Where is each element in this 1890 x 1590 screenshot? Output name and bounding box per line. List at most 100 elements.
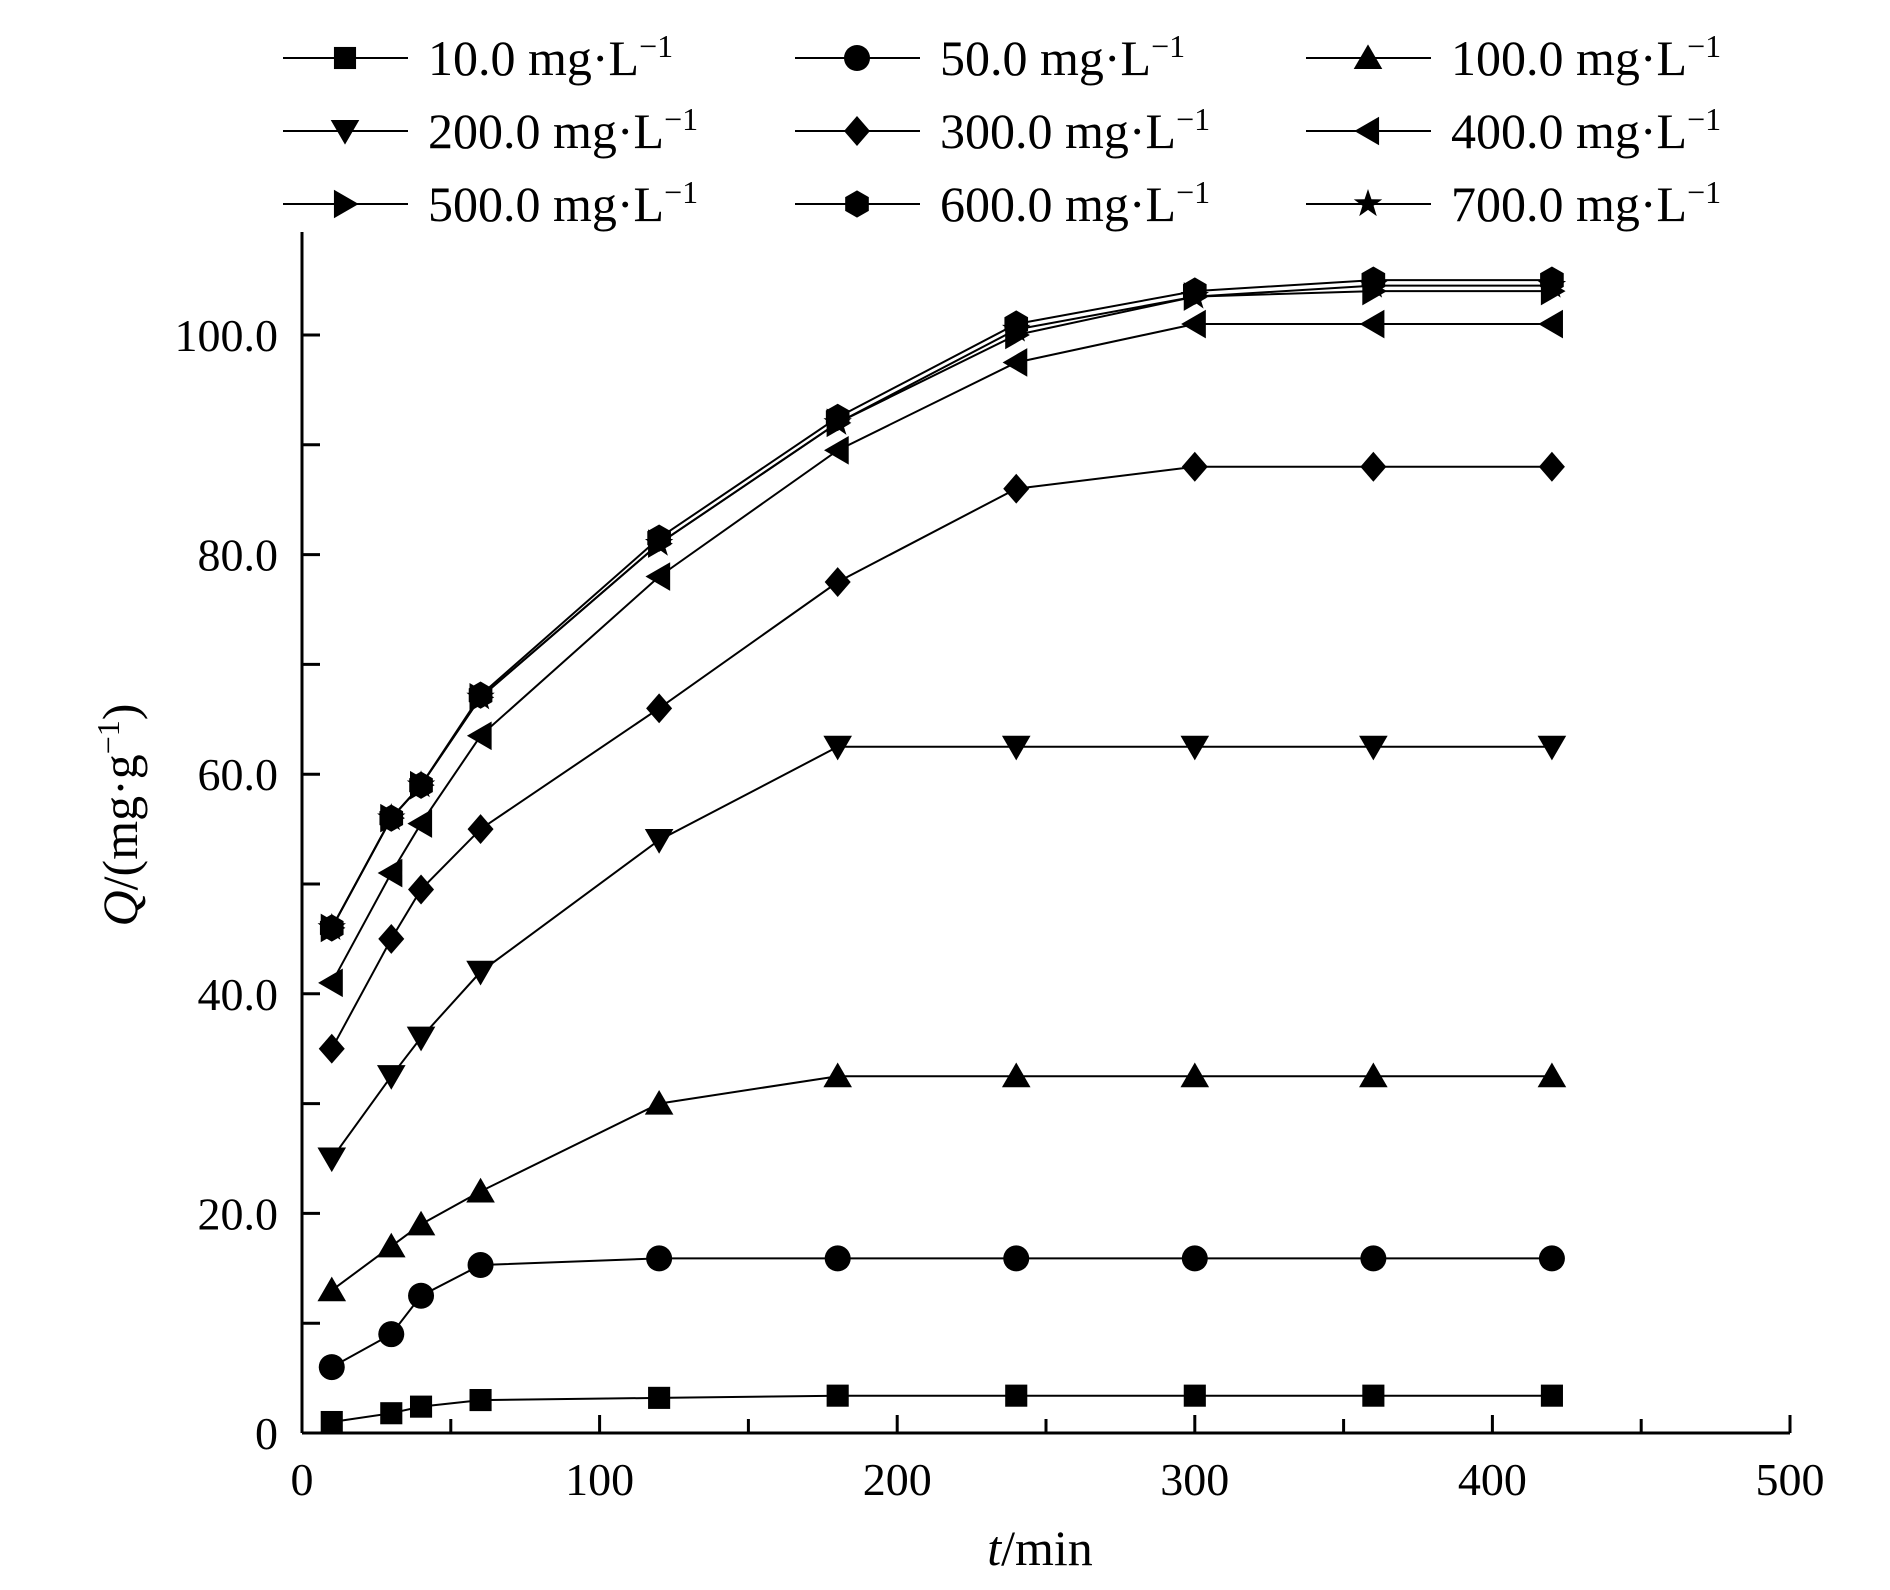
legend-item-9: 700.0 mg·L−1 [1306,174,1721,232]
series-5-point [467,814,494,845]
plot-area: 0 20.0 40.0 60.0 80.0 100.0 0 100 200 300 400 500 [175,232,1825,1505]
series-1-point [469,1389,492,1412]
series-5-point [1003,473,1030,504]
series-4-point [1180,735,1210,761]
y-axis-title-variable: Q [92,890,148,926]
series-2-point [824,1245,851,1272]
x-tick-label: 100 [565,1454,634,1505]
series-2-point [1538,1245,1565,1272]
series-4-point [823,735,852,761]
series-3-point [1359,1062,1388,1088]
legend-label-text: 700.0 mg·L [1451,176,1687,232]
series-4-point [406,1026,436,1052]
legend-label-sup: −1 [639,28,673,64]
series-1-point [1540,1384,1563,1407]
y-tick-label: 40.0 [198,969,279,1020]
legend-item-1: 10.0 mg·L−1 [283,28,673,86]
legend-label: 300.0 mg·L−1 [940,101,1210,159]
legend-label: 500.0 mg·L−1 [428,174,698,232]
legend-item-8: 600.0 mg·L−1 [795,174,1210,232]
series-6 [318,309,1563,998]
legend-label-text: 400.0 mg·L [1451,103,1687,159]
series-2-line [331,1257,1552,1368]
legend-label: 100.0 mg·L−1 [1451,28,1721,86]
legend-marker [330,119,360,145]
series-9-point [466,682,495,710]
x-tick-label: 400 [1458,1454,1527,1505]
x-tick-label: 200 [863,1454,932,1505]
legend-marker [1353,44,1383,70]
series-1-point [648,1386,671,1409]
legend-label-text: 200.0 mg·L [428,103,664,159]
legend-marker [1354,116,1380,146]
legend-label-sup: −1 [1151,28,1185,64]
series-9-point [644,528,674,556]
y-tick-label: 60.0 [198,749,279,800]
series-4 [317,735,1567,1173]
series-4-point [317,1147,347,1173]
y-tick-label: 80.0 [198,530,279,581]
y-axis-title: Q/(mg·g−1) [90,704,148,927]
series-9-point [377,803,406,831]
series-2-point [1360,1245,1387,1272]
legend-label-sup: −1 [1687,174,1721,210]
series-3-point [1001,1062,1031,1088]
series-6-point [1538,309,1563,339]
series-4-point [1359,735,1388,761]
legend-label-text: 300.0 mg·L [940,103,1176,159]
series-6-point [1002,348,1028,377]
legend-label-sup: −1 [664,101,698,137]
legend-label-sup: −1 [1687,101,1721,137]
series-layer [317,266,1567,1434]
legend-label: 200.0 mg·L−1 [428,101,698,159]
legend-item-3: 100.0 mg·L−1 [1306,28,1721,86]
x-tick-label: 0 [291,1454,314,1505]
series-6-point [318,968,343,998]
legend-label-sup: −1 [1176,174,1210,210]
legend-marker [844,45,870,71]
series-3 [317,1062,1567,1302]
series-3-line [331,1075,1552,1292]
series-1-point [409,1395,433,1418]
series-6-point [824,435,849,465]
legend: 10.0 mg·L−1 50.0 mg·L−1 100.0 mg·L−1200.0 … [283,28,1721,232]
series-4-point [1001,735,1031,761]
legend-label: 700.0 mg·L−1 [1451,174,1721,232]
series-4-point [1537,735,1567,761]
series-2-point [467,1252,494,1279]
series-7-line [330,290,1552,929]
series-5-point [1538,451,1565,482]
series-2-point [378,1321,405,1348]
legend-label-sup: −1 [664,174,698,210]
series-9-point [1537,270,1567,298]
series-8-line [330,279,1552,929]
series-9-point [1002,314,1031,342]
series-3-point [1537,1062,1567,1088]
series-1-point [826,1384,849,1407]
series-5-line [330,465,1552,1050]
legend-label-text: 100.0 mg·L [1451,30,1687,86]
series-2-point [408,1282,435,1309]
series-2 [318,1245,1565,1381]
series-6-point [407,809,433,838]
series-5-point [1360,451,1387,482]
series-4-point [466,960,495,986]
series-6-point [377,858,403,888]
y-axis-title-close: ) [92,704,148,721]
series-6-point [466,721,492,751]
series-5-point [824,567,851,597]
x-axis-title-unit: /min [1001,1520,1093,1576]
legend-label-text: 600.0 mg·L [940,176,1176,232]
series-3-point [823,1062,852,1088]
series-5 [318,451,1565,1064]
legend-label: 400.0 mg·L−1 [1451,101,1721,159]
legend-marker [845,190,869,218]
series-1-point [380,1402,403,1425]
legend-label: 600.0 mg·L−1 [940,174,1210,232]
series-9-point [317,912,346,941]
series-9-point [823,407,852,435]
legend-item-4: 200.0 mg·L−1 [283,101,698,159]
axes: 0 20.0 40.0 60.0 80.0 100.0 0 100 200 300 400 500 [175,232,1825,1505]
series-5-point [318,1033,345,1064]
